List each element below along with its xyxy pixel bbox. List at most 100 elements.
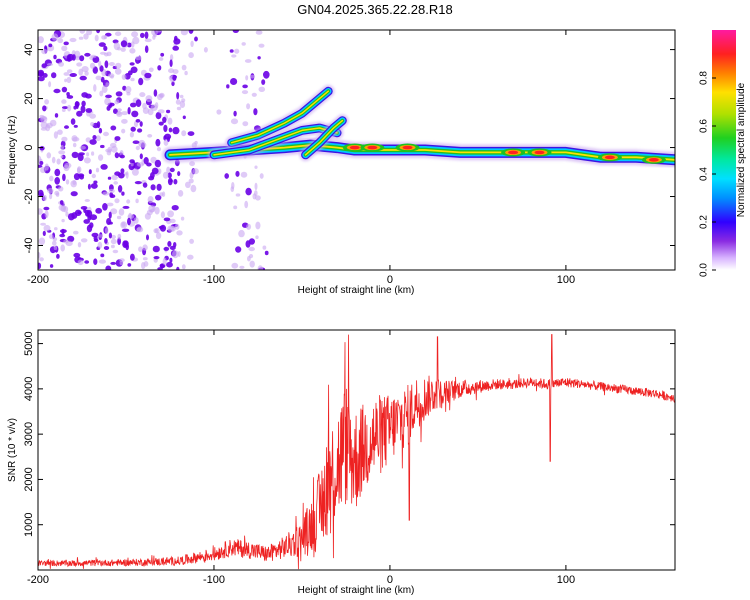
noise-speck: [64, 162, 72, 169]
noise-speck: [160, 211, 165, 219]
noise-speck: [122, 205, 130, 209]
noise-speck: [241, 90, 249, 95]
noise-speck: [114, 99, 120, 105]
noise-speck: [157, 65, 162, 71]
noise-speck: [81, 66, 89, 73]
noise-speck: [249, 74, 255, 79]
noise-speck: [43, 224, 51, 232]
noise-speck: [176, 266, 180, 270]
noise-speck: [76, 110, 83, 117]
noise-speck: [61, 108, 66, 113]
noise-speck: [231, 54, 237, 58]
noise-speck: [158, 225, 165, 229]
noise-speck: [104, 97, 111, 106]
noise-speck: [81, 92, 89, 98]
noise-speck: [99, 51, 107, 55]
noise-speck: [127, 217, 131, 226]
noise-speck: [73, 124, 78, 128]
noise-speck: [153, 228, 158, 234]
snr-x-label: Height of straight line (km): [298, 585, 415, 596]
noise-speck: [90, 122, 95, 127]
noise-speck: [86, 152, 90, 157]
noise-speck: [141, 262, 146, 270]
noise-speck: [180, 216, 185, 221]
noise-speck: [109, 194, 116, 199]
noise-speck: [224, 173, 229, 179]
noise-speck: [110, 125, 117, 131]
noise-speck: [126, 91, 131, 96]
noise-speck: [181, 264, 186, 270]
noise-speck: [168, 127, 173, 133]
noise-speck: [60, 145, 64, 150]
noise-speck: [64, 125, 69, 129]
noise-speck: [117, 237, 121, 245]
colorbar-axes: 0.0 0.2 0.4 0.6 0.8: [699, 71, 716, 277]
noise-speck: [84, 71, 89, 76]
noise-speck: [56, 253, 60, 259]
noise-speck: [116, 108, 122, 112]
noise-speck: [147, 134, 153, 138]
band-main-trace: [162, 137, 675, 168]
colorbar-tick-label: 0.4: [699, 167, 710, 181]
noise-speck: [142, 257, 148, 261]
noise-speck: [232, 30, 239, 33]
noise-speck: [148, 205, 155, 213]
noise-speck: [63, 72, 70, 76]
noise-speck: [45, 124, 51, 132]
noise-speck: [167, 136, 170, 142]
noise-speck: [182, 115, 186, 120]
noise-speck: [89, 139, 97, 145]
noise-speck: [130, 77, 135, 82]
noise-speck: [117, 185, 123, 193]
noise-speck: [49, 193, 53, 200]
noise-speck: [188, 178, 194, 184]
noise-speck: [61, 218, 65, 223]
noise-speck: [146, 234, 149, 241]
noise-speck: [51, 33, 59, 41]
noise-speck: [155, 138, 161, 147]
x-tick-label: 100: [557, 574, 575, 586]
noise-speck: [114, 198, 120, 204]
noise-speck: [131, 31, 139, 38]
noise-speck: [99, 90, 104, 97]
noise-speck: [105, 94, 112, 99]
noise-speck: [63, 239, 69, 244]
noise-speck: [151, 167, 159, 175]
noise-speck: [87, 215, 92, 221]
noise-speck: [84, 260, 90, 264]
noise-speck: [92, 135, 97, 140]
noise-speck: [108, 188, 115, 194]
noise-speck: [62, 106, 69, 110]
noise-speck: [167, 210, 175, 218]
x-tick-label: 0: [387, 574, 393, 586]
noise-speck: [108, 62, 115, 66]
noise-speck: [155, 112, 162, 120]
noise-speck: [140, 32, 145, 39]
noise-speck: [63, 41, 69, 46]
noise-speck: [66, 69, 73, 74]
noise-speck: [184, 70, 188, 76]
noise-speck: [39, 192, 44, 197]
noise-speck: [189, 161, 196, 167]
noise-speck: [156, 147, 162, 152]
noise-speck: [61, 136, 68, 142]
noise-speck: [133, 217, 139, 224]
noise-speck: [93, 238, 99, 242]
band-hook: [299, 114, 349, 162]
noise-speck: [57, 37, 64, 44]
noise-speck: [49, 264, 54, 268]
noise-speck: [53, 88, 61, 94]
noise-speck: [44, 163, 49, 171]
noise-speck: [101, 85, 108, 93]
noise-speck: [169, 167, 175, 173]
noise-speck: [127, 107, 131, 115]
noise-speck: [189, 172, 194, 179]
noise-speck: [125, 171, 129, 179]
noise-speck: [167, 177, 173, 186]
noise-speck: [48, 81, 52, 88]
noise-speck: [248, 246, 255, 252]
x-tick-label: 0: [387, 274, 393, 286]
noise-speck: [104, 238, 108, 244]
noise-speck: [84, 199, 91, 202]
